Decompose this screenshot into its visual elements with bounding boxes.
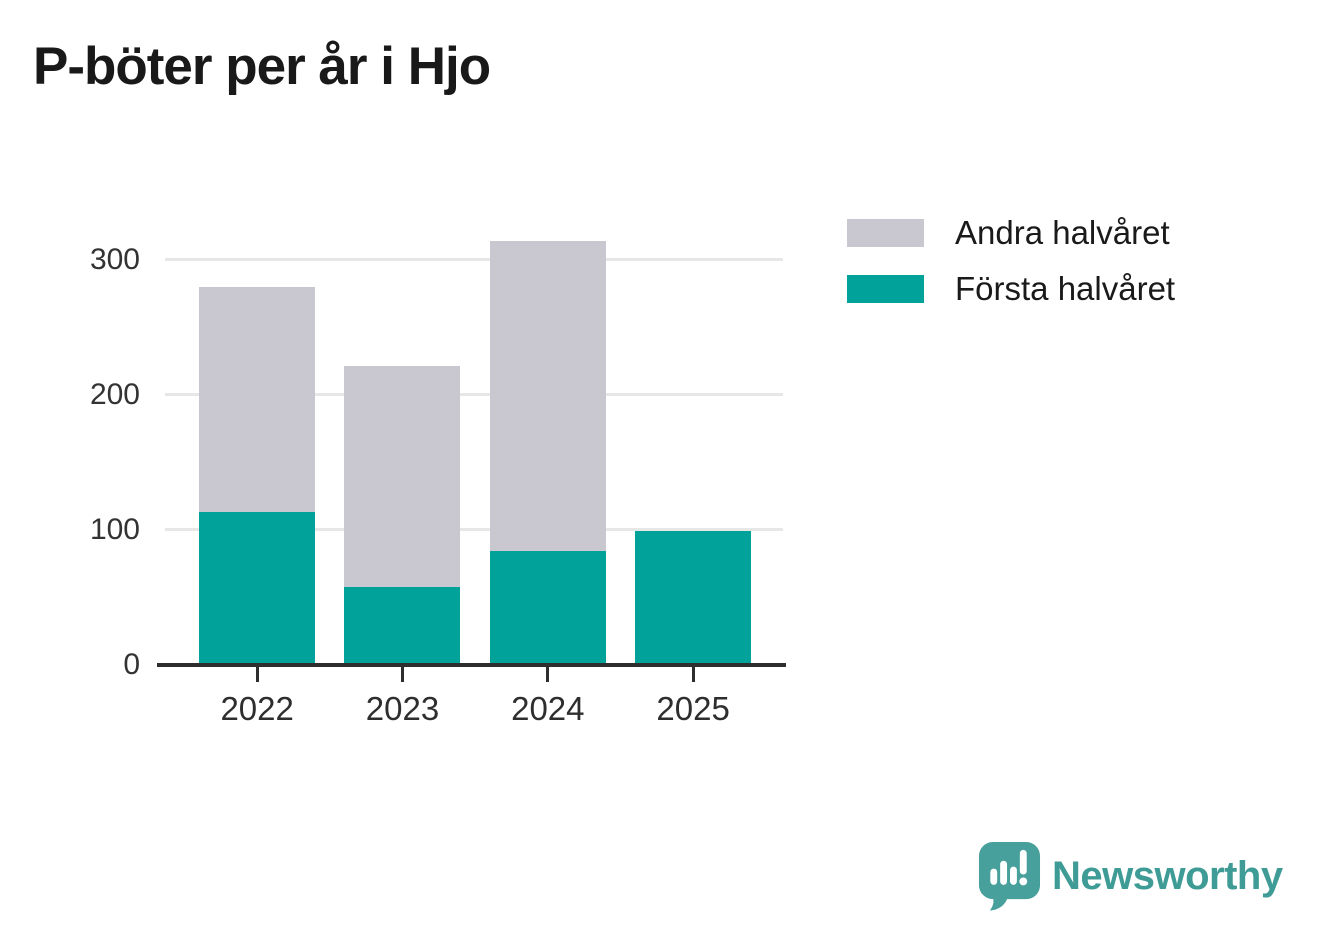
legend-item-forsta-halvaret: Första halvåret xyxy=(847,270,1175,307)
legend-item-andra-halvaret: Andra halvåret xyxy=(847,214,1175,251)
legend-swatch-andra-halvaret xyxy=(847,219,924,247)
gridline-300 xyxy=(165,258,783,261)
bar-2022-forsta-halvaret xyxy=(199,512,316,665)
legend-label-forsta-halvaret: Första halvåret xyxy=(955,270,1176,307)
x-axis-tick-2022 xyxy=(255,667,259,682)
gridline-200 xyxy=(165,393,783,397)
newsworthy-logo: Newsworthy xyxy=(978,841,1283,912)
x-axis-label-2023: 2023 xyxy=(365,690,440,727)
gridline-100 xyxy=(165,528,783,532)
y-axis-tick-label-100: 100 xyxy=(89,512,140,546)
x-axis-tick-2025 xyxy=(691,667,695,682)
x-axis-label-2024: 2024 xyxy=(511,690,585,727)
bar-2023-andra-halvaret xyxy=(344,366,461,587)
x-axis-tick-2023 xyxy=(400,667,404,682)
bar-2025-forsta-halvaret xyxy=(635,531,752,665)
y-axis-tick-label-300: 300 xyxy=(89,242,140,276)
x-axis-line xyxy=(157,663,786,667)
x-axis-tick-2024 xyxy=(546,667,550,682)
legend-swatch-forsta-halvaret xyxy=(847,275,924,303)
bar-2022-andra-halvaret xyxy=(199,286,316,513)
legend: Andra halvåret Första halvåret xyxy=(847,214,1175,331)
bar-2024-andra-halvaret xyxy=(489,240,606,552)
newsworthy-logo-text: Newsworthy xyxy=(1052,854,1283,898)
y-axis-tick-label-0: 0 xyxy=(123,648,140,681)
legend-label-andra-halvaret: Andra halvåret xyxy=(955,214,1170,251)
bar-2024-forsta-halvaret xyxy=(489,551,606,665)
x-axis-label-2025: 2025 xyxy=(656,690,730,727)
chart-title: P-böter per år i Hjo xyxy=(33,37,491,96)
y-axis-tick-label-200: 200 xyxy=(89,377,140,411)
newsworthy-logo-icon xyxy=(978,842,1041,911)
x-axis-label-2022: 2022 xyxy=(220,690,294,727)
bar-2023-forsta-halvaret xyxy=(344,586,461,665)
